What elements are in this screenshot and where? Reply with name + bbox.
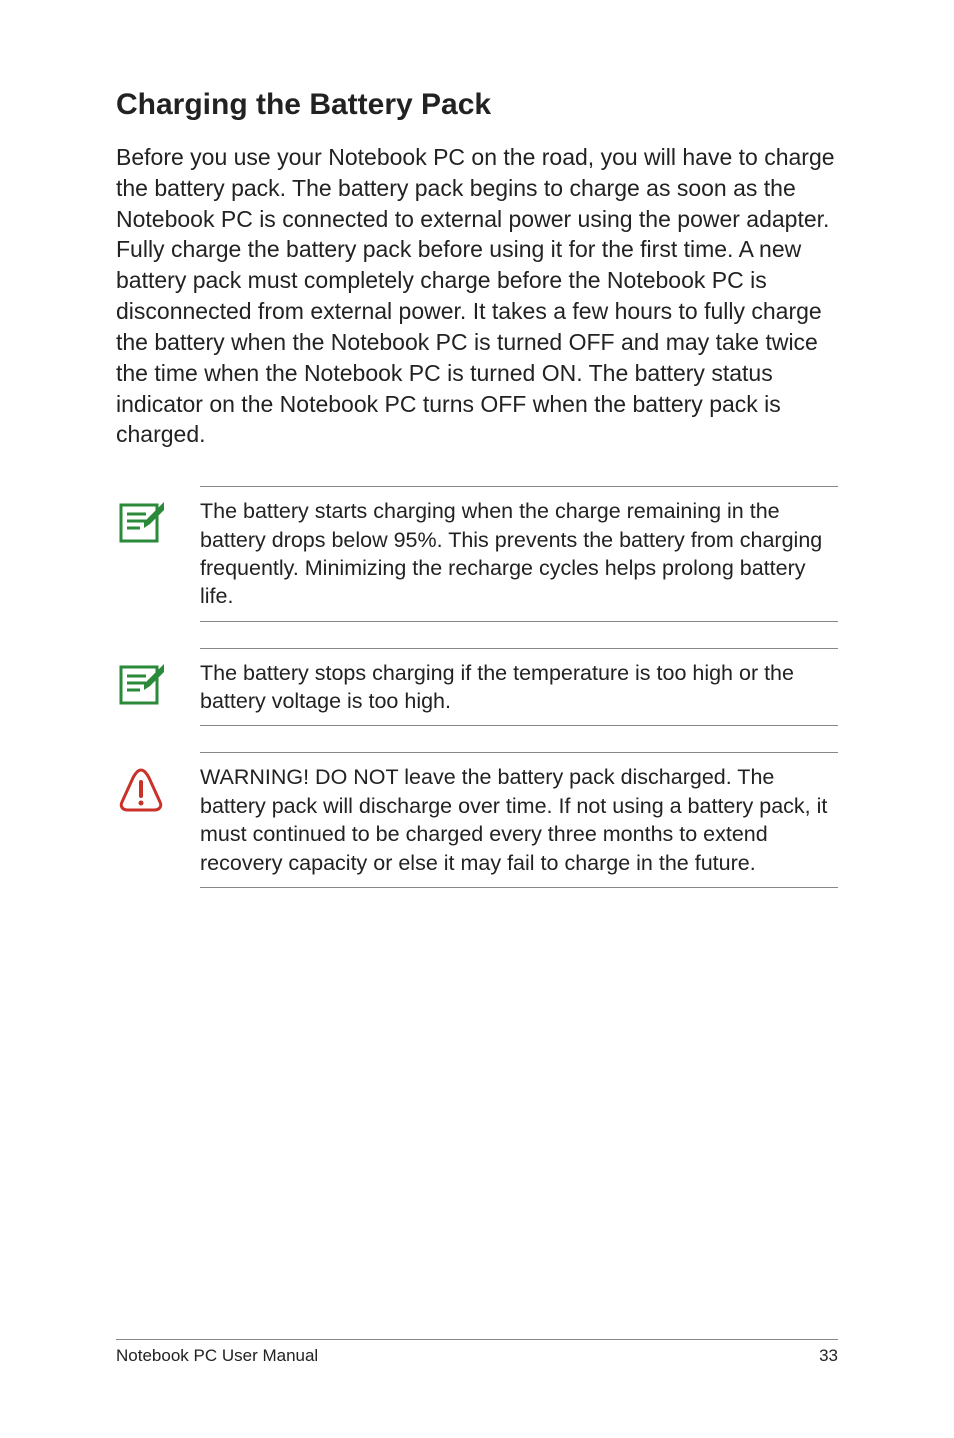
warning-icon <box>116 752 170 816</box>
page-number: 33 <box>819 1346 838 1366</box>
body-paragraph: Before you use your Notebook PC on the r… <box>116 142 838 450</box>
warning-text: WARNING! DO NOT leave the battery pack d… <box>200 752 838 888</box>
note-icon <box>116 486 170 550</box>
note-icon <box>116 648 170 712</box>
note-block: The battery starts charging when the cha… <box>116 486 838 622</box>
footer-label: Notebook PC User Manual <box>116 1346 318 1366</box>
page-footer: Notebook PC User Manual 33 <box>116 1339 838 1366</box>
note-text: The battery starts charging when the cha… <box>200 486 838 622</box>
note-block: The battery stops charging if the temper… <box>116 648 838 727</box>
section-heading: Charging the Battery Pack <box>116 88 838 122</box>
note-text: The battery stops charging if the temper… <box>200 648 838 727</box>
warning-block: WARNING! DO NOT leave the battery pack d… <box>116 752 838 888</box>
